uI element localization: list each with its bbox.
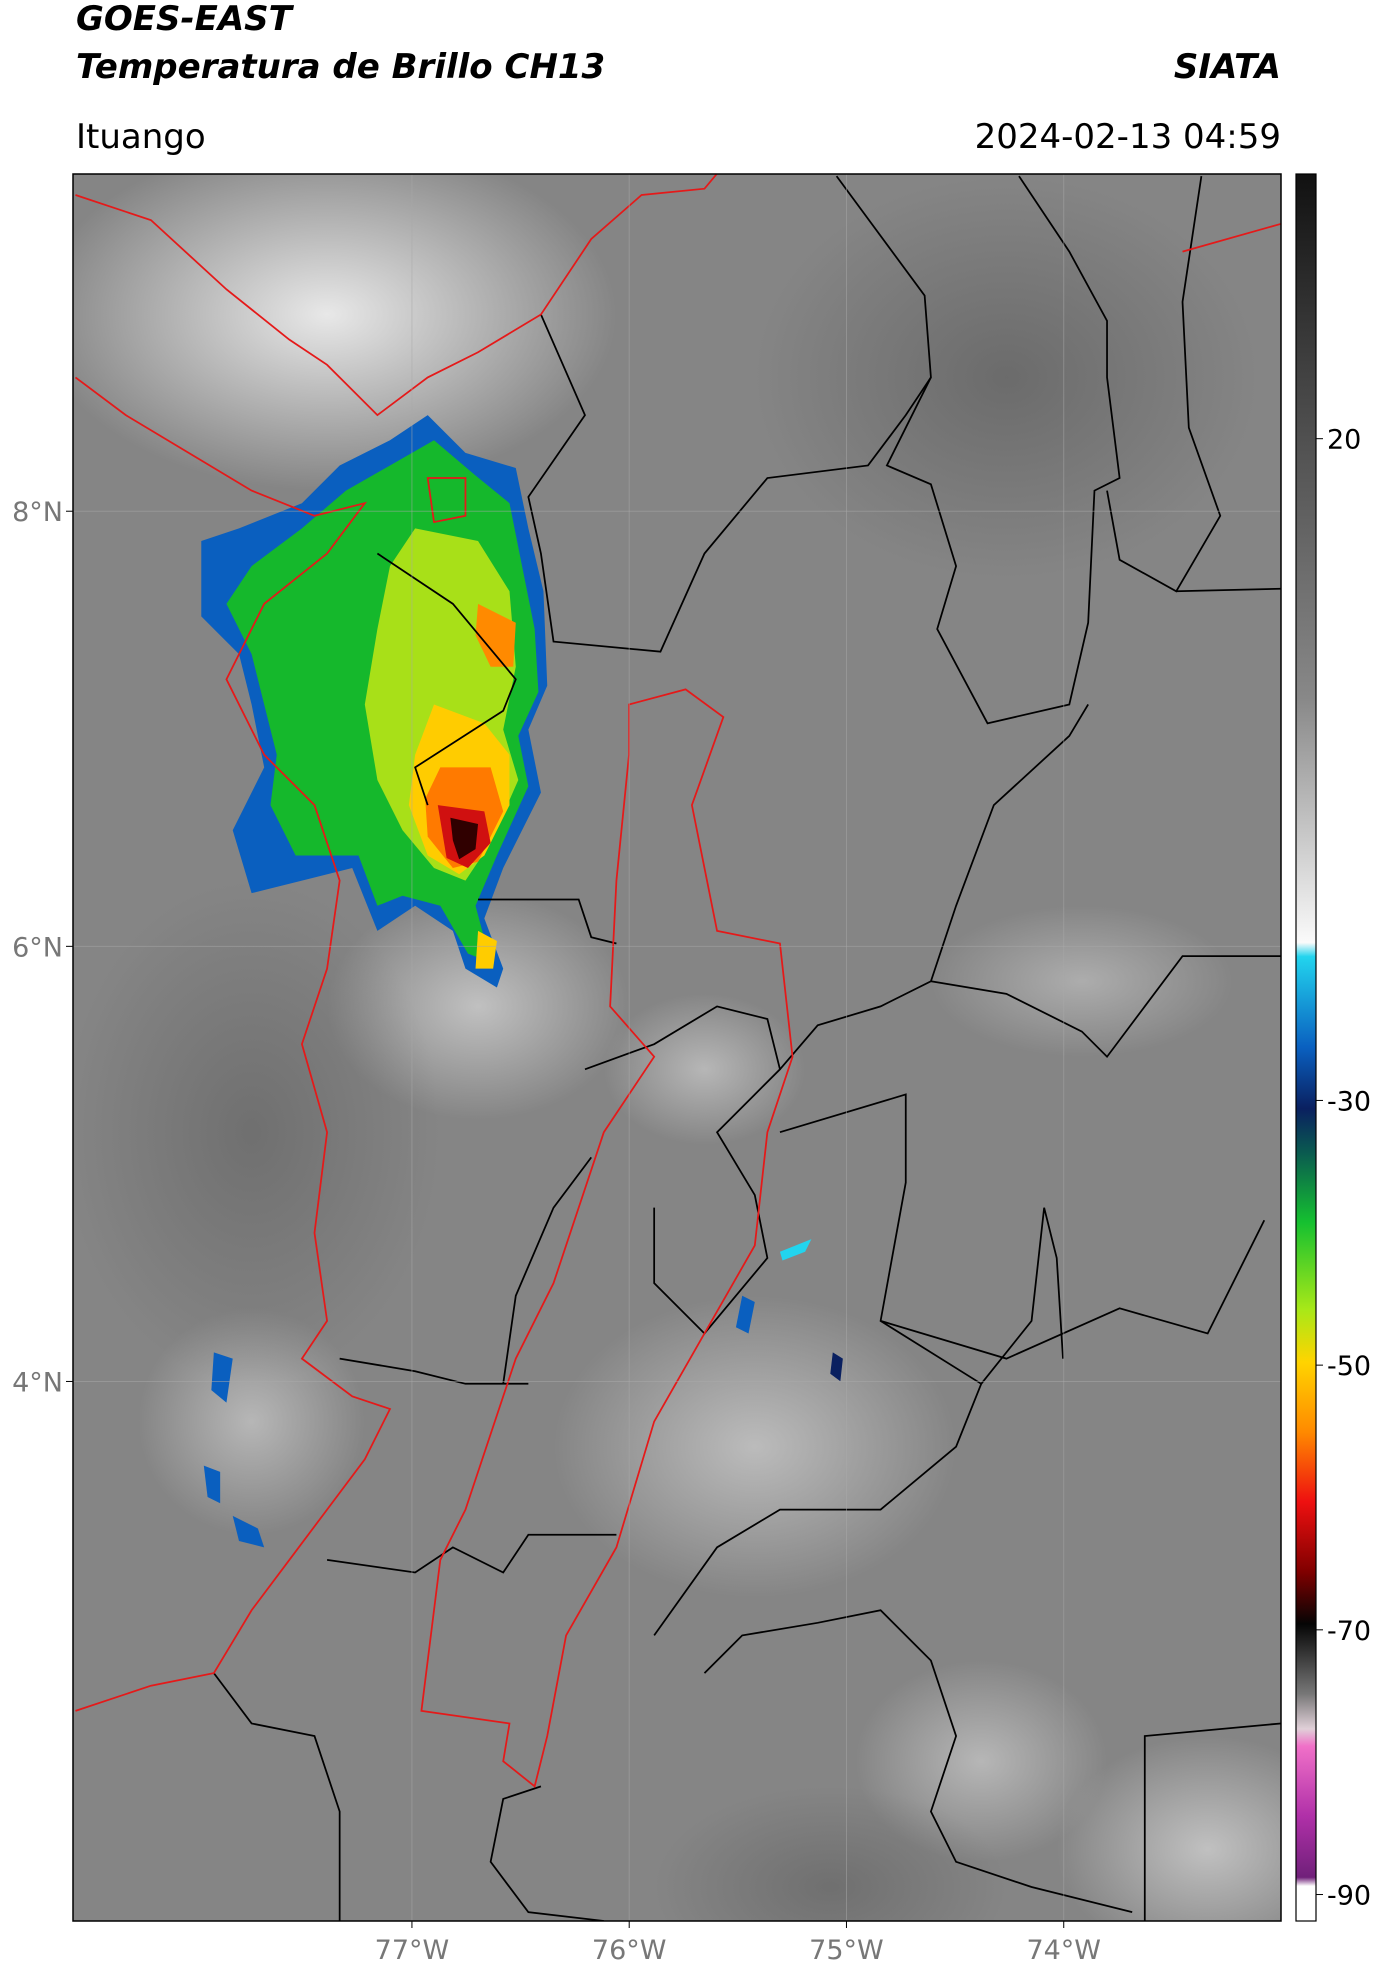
colorbar-tick-label: -90 bbox=[1327, 1881, 1371, 1912]
colorbar-tick-label: -30 bbox=[1327, 1086, 1371, 1117]
x-tick-label: 74°W bbox=[1026, 1935, 1101, 1966]
title-line: GOES-EAST bbox=[76, 0, 295, 39]
colorbar bbox=[1295, 173, 1317, 1922]
y-tick-label: 8°N bbox=[12, 497, 63, 528]
x-tick-label: 76°W bbox=[592, 1935, 667, 1966]
map-image bbox=[73, 174, 1281, 1921]
y-tick-label: 4°N bbox=[12, 1367, 63, 1398]
source: SIATA bbox=[1174, 47, 1281, 87]
colorbar-tick-label: 20 bbox=[1327, 425, 1361, 456]
x-tick-label: 77°W bbox=[375, 1935, 450, 1966]
map-frame bbox=[72, 173, 1282, 1922]
datetime: 2024-02-13 04:59 bbox=[975, 117, 1281, 157]
y-tick-label: 6°N bbox=[12, 932, 63, 963]
colorbar-tick-label: -70 bbox=[1327, 1616, 1371, 1647]
title-line: Temperatura de Brillo CH13 bbox=[76, 47, 605, 87]
grid bbox=[73, 174, 1281, 1921]
colorbar-tick-label: -50 bbox=[1327, 1351, 1371, 1382]
x-tick-label: 75°W bbox=[809, 1935, 884, 1966]
location: Ituango bbox=[76, 117, 206, 157]
